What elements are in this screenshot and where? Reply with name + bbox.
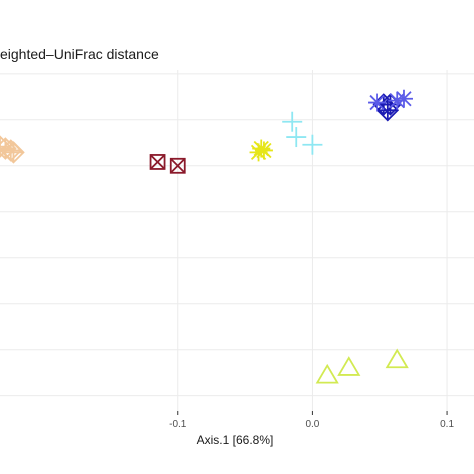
data-points [0,89,413,384]
data-point-asterisk [368,93,387,112]
x-axis-title: Axis.1 [66.8%] [197,433,274,447]
data-point-open-triangle [315,363,339,384]
data-point-plus [282,111,303,132]
data-point-boxed-x [169,157,186,174]
x-tick-labels: -0.1 0.0 0.1 [169,411,454,430]
x-tick-label: 0.1 [440,419,454,430]
data-point-open-diamond [2,141,25,164]
data-point-asterisk [394,89,413,108]
data-point-boxed-x [149,154,166,170]
data-point-plus [302,134,323,155]
data-point-asterisk [254,141,273,160]
data-point-open-triangle [337,356,361,376]
data-point-asterisk [388,91,407,110]
x-tick-label: -0.1 [169,419,187,430]
chart-title: eighted–UniFrac distance [0,46,159,62]
plot-grid [0,70,474,411]
x-tick-label: 0.0 [305,419,319,430]
data-point-open-triangle [385,348,409,369]
data-point-plus [286,127,307,148]
